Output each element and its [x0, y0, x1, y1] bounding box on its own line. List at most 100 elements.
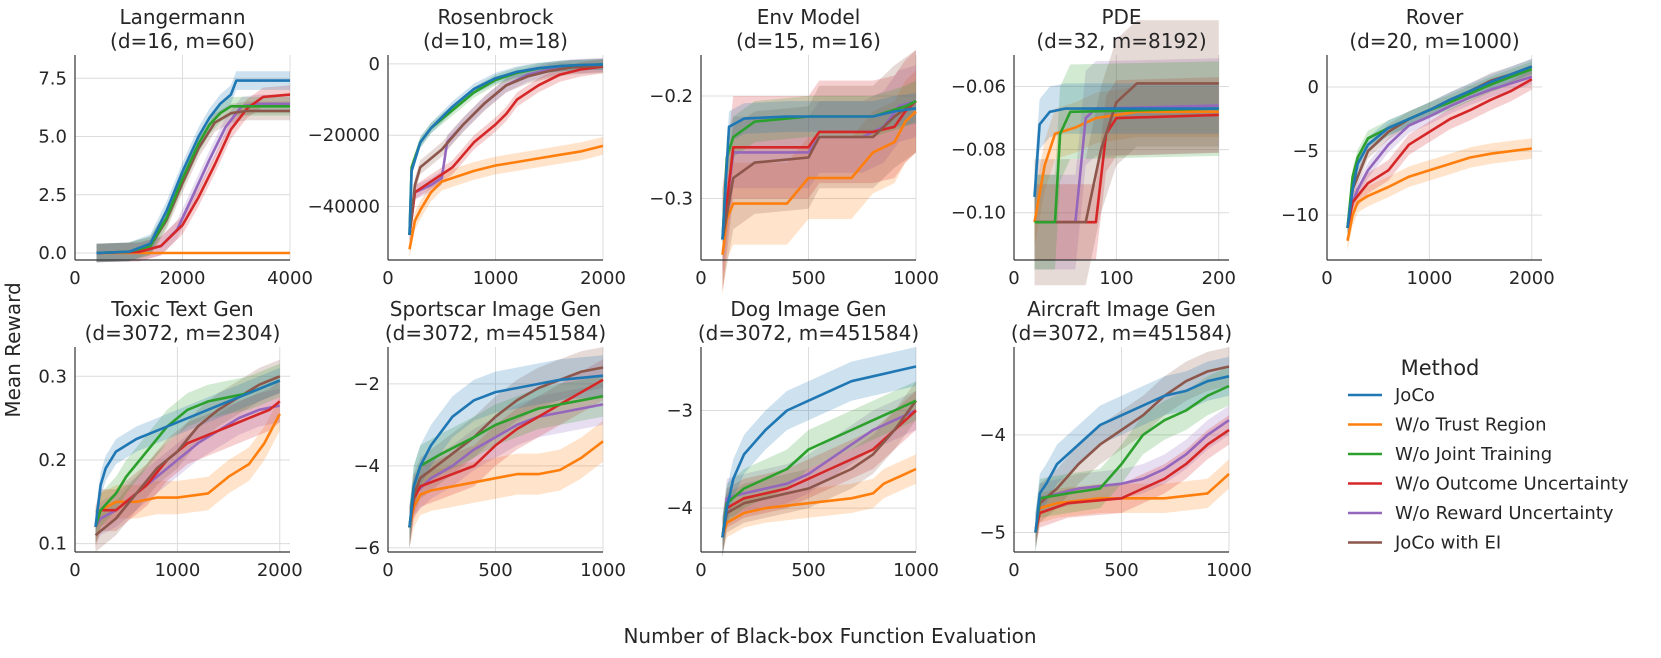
series-band-joco-with-ei	[1035, 347, 1229, 552]
series-band-w-o-joint-training	[722, 381, 916, 557]
series-line-w-o-outcome-uncertainty	[408, 65, 604, 236]
y-tick-label: 0.1	[38, 534, 67, 555]
y-tick-label: −2	[353, 374, 380, 395]
series-line-w-o-joint-training	[1034, 107, 1219, 224]
y-tick-label: −20000	[308, 125, 380, 146]
series-band-joco	[722, 347, 916, 557]
series-band-joco-with-ei	[95, 359, 280, 552]
x-tick-label: 2000	[257, 560, 303, 581]
panel-subtitle: (d=10, m=18)	[423, 29, 568, 53]
series-line-w-o-reward-uncertainty	[96, 102, 290, 255]
series-line-joco-with-ei	[721, 399, 918, 538]
x-tick-label: 2000	[1509, 268, 1555, 289]
y-tick-label: 0.2	[38, 450, 67, 471]
y-tick-label: 5.0	[38, 127, 67, 148]
x-tick-label: 0	[1008, 560, 1019, 581]
series-line-w-o-reward-uncertainty	[1346, 75, 1533, 229]
series-line-joco-with-ei	[721, 100, 917, 240]
y-tick-label: −40000	[308, 197, 380, 218]
series-line-w-o-trust-region	[721, 110, 917, 256]
series-line-w-o-trust-region	[721, 467, 917, 538]
x-tick-label: 1000	[1206, 560, 1252, 581]
panel-title: Toxic Text Gen	[110, 297, 253, 321]
y-tick-label: −4	[353, 456, 380, 477]
panel-title: Langermann	[119, 5, 245, 29]
series-band-w-o-reward-uncertainty	[1035, 405, 1229, 548]
series-band-w-o-joint-training	[409, 375, 603, 548]
x-tick-label: 0	[695, 268, 706, 289]
panel-4: 0 1000 2000 0 −5 −10 Rover(d=20, m=1000)	[1281, 5, 1555, 289]
series-line-w-o-joint-training	[96, 105, 290, 255]
series-band-w-o-trust-region	[95, 397, 280, 544]
panel-2: 0 500 1000 −0.2 −0.3 Env Model(d=15, m=16)	[649, 5, 939, 296]
series-band-joco	[409, 355, 603, 548]
series-band-w-o-reward-uncertainty	[1347, 69, 1532, 236]
series-line-joco-with-ei	[408, 64, 604, 236]
series-band-joco	[1034, 83, 1219, 223]
series-band-w-o-joint-training	[1034, 61, 1219, 270]
series-line-w-o-trust-region	[94, 413, 281, 528]
series-band-w-o-joint-training	[96, 96, 290, 263]
x-tick-label: 0	[1321, 268, 1332, 289]
panel-subtitle: (d=15, m=16)	[736, 29, 881, 53]
panel-subtitle: (d=3072, m=451584)	[698, 321, 919, 345]
y-tick-label: 2.5	[38, 185, 67, 206]
panel-0: 0 2000 4000 0.0 2.5 5.0 7.5 Langermann(d=16, m=…	[38, 5, 313, 289]
panel-3: 0 100 200 −0.06 −0.08 −0.10 PDE(d=32, m=8192)	[951, 5, 1236, 289]
series-band-joco-with-ei	[722, 49, 916, 291]
series-band-w-o-trust-region	[1034, 86, 1219, 248]
legend-title: Method	[1401, 356, 1480, 380]
series-band-w-o-reward-uncertainty	[95, 388, 280, 544]
series-line-w-o-trust-region	[408, 144, 604, 250]
series-line-w-o-outcome-uncertainty	[721, 409, 917, 538]
series-band-w-o-outcome-uncertainty	[1347, 69, 1532, 239]
x-tick-label: 0	[69, 268, 80, 289]
series-band-w-o-trust-region	[722, 70, 916, 296]
series-line-joco	[1346, 65, 1533, 229]
y-tick-label: −0.2	[649, 86, 693, 107]
series-band-joco-with-ei	[409, 347, 603, 548]
x-tick-label: 0	[1008, 268, 1019, 289]
legend-item-label: W/o Joint Training	[1395, 444, 1552, 465]
panel-5: 0 1000 2000 0.1 0.2 0.3 Toxic Text Gen(d=3072,…	[38, 297, 302, 581]
x-tick-label: 0	[69, 560, 80, 581]
series-band-w-o-trust-region	[1035, 459, 1229, 548]
y-tick-label: −0.06	[951, 77, 1006, 98]
x-tick-label: 1000	[893, 560, 939, 581]
series-line-joco	[721, 107, 917, 240]
series-line-w-o-trust-region	[1346, 147, 1532, 242]
x-tick-label: 1000	[154, 560, 200, 581]
y-tick-label: 0.0	[38, 243, 67, 264]
series-band-w-o-reward-uncertainty	[409, 383, 603, 548]
series-line-joco-with-ei	[96, 109, 290, 255]
series-line-joco-with-ei	[408, 366, 604, 528]
x-tick-label: 0	[382, 560, 393, 581]
series-band-w-o-joint-training	[722, 80, 916, 260]
series-band-w-o-trust-region	[409, 420, 603, 548]
series-band-joco	[96, 71, 290, 263]
legend-item-label: W/o Trust Region	[1395, 415, 1547, 436]
panel-subtitle: (d=32, m=8192)	[1036, 29, 1206, 53]
y-tick-label: −0.08	[951, 140, 1006, 161]
series-line-w-o-outcome-uncertainty	[96, 93, 291, 255]
panel-subtitle: (d=3072, m=2304)	[85, 321, 281, 345]
series-line-w-o-outcome-uncertainty	[1034, 428, 1230, 533]
series-line-w-o-trust-region	[408, 440, 604, 528]
panel-title: Rover	[1406, 5, 1464, 29]
panel-title: Env Model	[757, 5, 861, 29]
series-band-w-o-joint-training	[95, 363, 280, 544]
legend: Method JoCo W/o Trust Region W/o Joint Tra…	[1348, 356, 1629, 554]
x-tick-label: 4000	[267, 268, 313, 289]
panel-subtitle: (d=3072, m=451584)	[1011, 321, 1232, 345]
series-line-joco	[96, 79, 290, 255]
panel-8: 0 500 1000 −4 −5 Aircraft Image Gen(d=3072, m…	[979, 297, 1251, 581]
series-band-joco-with-ei	[1034, 20, 1219, 286]
x-tick-label: 1000	[473, 268, 519, 289]
legend-item-label: JoCo	[1394, 385, 1435, 406]
series-line-w-o-reward-uncertainty	[94, 404, 281, 528]
series-line-w-o-joint-training	[1034, 384, 1230, 533]
series-band-w-o-trust-region	[409, 137, 603, 259]
series-band-joco-with-ei	[722, 381, 916, 557]
y-tick-label: −0.10	[951, 203, 1006, 224]
